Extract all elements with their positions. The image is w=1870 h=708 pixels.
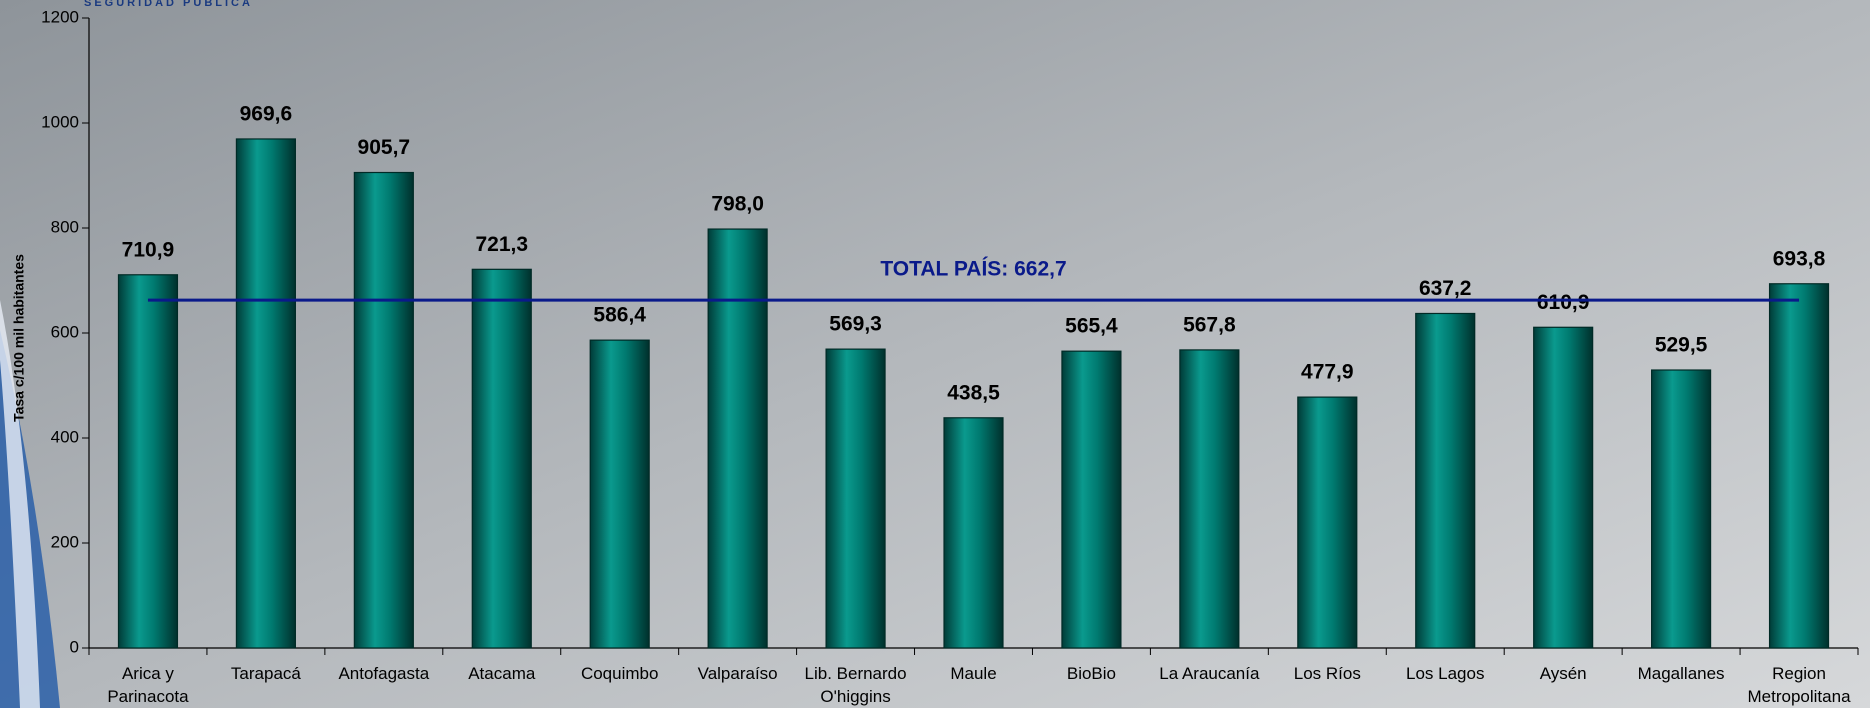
y-tick-label: 1000: [41, 112, 79, 131]
x-tick-label: Los Lagos: [1406, 664, 1484, 683]
x-tick-label: Tarapacá: [231, 664, 301, 683]
x-tick-label: Atacama: [468, 664, 536, 683]
value-label: 438,5: [947, 381, 1000, 404]
x-tick-label: Valparaíso: [698, 664, 778, 683]
bar: [1061, 350, 1122, 649]
bar: [943, 417, 1004, 649]
value-label: 477,9: [1301, 361, 1354, 384]
bar: [471, 268, 532, 649]
header: SEGURIDAD PUBLICA: [84, 0, 253, 9]
bar: [1533, 326, 1594, 649]
bar: [235, 138, 296, 649]
decoration: [0, 300, 40, 708]
x-tick-label: Region Metropolitana: [1748, 664, 1852, 706]
x-tick-label: Lib. Bernardo O'higgins: [805, 664, 907, 706]
bar: [1651, 369, 1712, 649]
y-tick-label: 0: [70, 637, 79, 656]
value-label: 569,3: [829, 313, 882, 336]
value-label: 969,6: [240, 103, 293, 126]
bar: [353, 171, 414, 649]
x-tick-label: Antofagasta: [338, 664, 429, 683]
value-label: 529,5: [1655, 334, 1708, 357]
x-tick-label: Magallanes: [1638, 664, 1725, 683]
value-label: 721,3: [475, 233, 528, 256]
y-axis-label: Tasa c/100 mil habitantes: [11, 254, 27, 422]
bar: [1297, 396, 1358, 649]
value-label: 610,9: [1537, 291, 1590, 314]
bar: [1415, 312, 1476, 649]
y-tick-label: 800: [51, 217, 79, 236]
x-tick-label: Aysén: [1540, 664, 1587, 683]
x-tick-label: BioBio: [1067, 664, 1116, 683]
bar: [117, 274, 179, 649]
bar: [1768, 283, 1830, 649]
bar: [707, 228, 768, 649]
x-tick-label: Los Ríos: [1294, 664, 1361, 683]
value-label: 798,0: [711, 193, 764, 216]
value-label: 905,7: [358, 136, 411, 159]
value-label: 565,4: [1065, 315, 1118, 338]
x-tick-label: Maule: [950, 664, 996, 683]
y-tick-label: 200: [51, 532, 79, 551]
bar: [825, 348, 886, 649]
x-tick-label: La Araucanía: [1159, 664, 1260, 683]
bar: [1179, 349, 1240, 649]
reference-label: TOTAL PAÍS: 662,7: [880, 258, 1066, 281]
value-label: 586,4: [593, 304, 646, 327]
value-label: 637,2: [1419, 277, 1472, 300]
value-label: 693,8: [1773, 247, 1826, 270]
y-tick-label: 400: [51, 427, 79, 446]
x-tick-label: Arica y Parinacota: [107, 664, 189, 706]
x-tick-label: Coquimbo: [581, 664, 659, 683]
value-label: 710,9: [122, 238, 175, 261]
bar: [589, 339, 650, 649]
value-label: 567,8: [1183, 313, 1236, 336]
y-tick-label: 1200: [41, 7, 79, 26]
y-tick-label: 600: [51, 322, 79, 341]
